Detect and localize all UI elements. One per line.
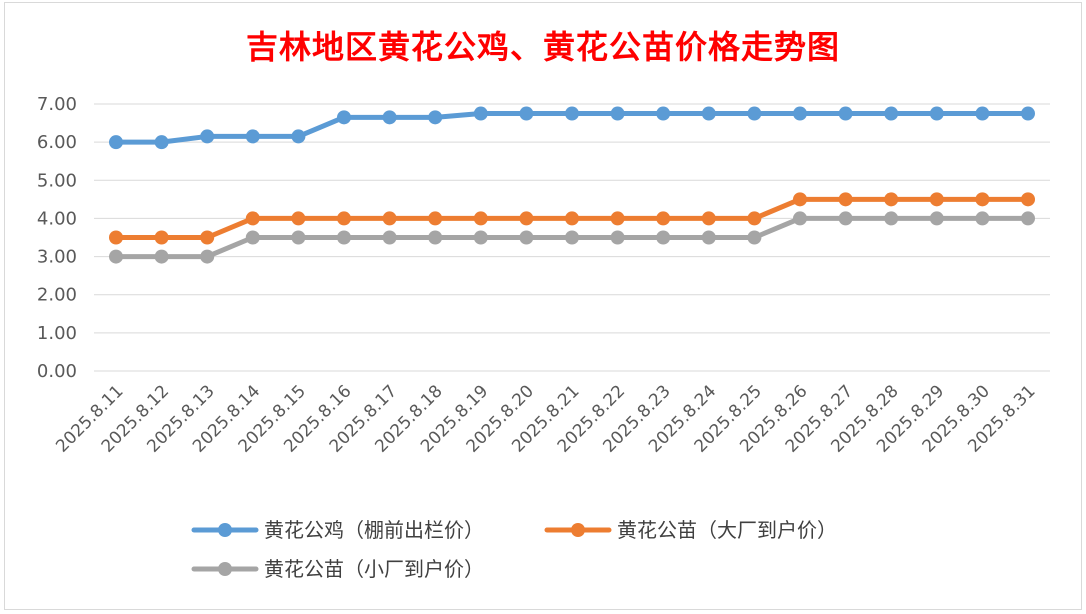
- data-point: [428, 110, 443, 125]
- legend-label: 黄花公鸡（棚前出栏价）: [264, 518, 484, 542]
- data-point: [154, 230, 169, 245]
- legend: 黄花公鸡（棚前出栏价） 黄花公苗（大厂到户价） 黄花公苗（小厂到户价）: [191, 518, 837, 581]
- data-point: [1021, 106, 1035, 121]
- data-point: [245, 230, 260, 245]
- data-point: [473, 106, 488, 121]
- data-point: [565, 230, 579, 245]
- y-tick-label: 0.00: [37, 361, 77, 382]
- series-lines: [109, 106, 1035, 264]
- data-point: [428, 211, 443, 226]
- legend-swatch-marker: [571, 523, 585, 537]
- series-2: [109, 192, 1035, 245]
- data-point: [382, 230, 397, 245]
- data-point: [884, 211, 899, 226]
- data-point: [382, 211, 397, 226]
- data-point: [929, 106, 944, 121]
- data-point: [793, 106, 807, 121]
- data-point: [975, 211, 990, 226]
- data-point: [929, 211, 944, 226]
- data-point: [519, 106, 534, 121]
- data-point: [382, 110, 397, 125]
- chart-frame: [4, 2, 1082, 610]
- data-point: [610, 230, 625, 245]
- data-point: [245, 129, 260, 144]
- data-point: [929, 192, 944, 207]
- data-point: [109, 135, 123, 150]
- data-point: [565, 211, 579, 226]
- data-point: [473, 230, 488, 245]
- y-tick-label: 7.00: [37, 94, 77, 115]
- data-point: [109, 230, 123, 245]
- y-axis-ticks: 0.00 1.00 2.00 3.00 4.00 5.00 6.00 7.00: [37, 94, 77, 382]
- data-point: [291, 211, 306, 226]
- legend-entry: 黄花公苗（小厂到户价）: [191, 557, 484, 581]
- x-axis-ticks: 2025.8.112025.8.122025.8.132025.8.142025…: [52, 381, 1039, 456]
- data-point: [975, 192, 990, 207]
- data-point: [838, 106, 853, 121]
- data-point: [701, 106, 716, 121]
- legend-swatch-marker: [218, 562, 232, 576]
- data-point: [1021, 192, 1035, 207]
- data-point: [519, 230, 534, 245]
- series-3: [109, 211, 1035, 264]
- data-point: [656, 211, 671, 226]
- y-tick-label: 5.00: [37, 170, 77, 191]
- y-tick-label: 4.00: [37, 208, 77, 229]
- data-point: [154, 135, 169, 150]
- legend-swatch-marker: [218, 523, 232, 537]
- data-point: [975, 106, 990, 121]
- data-point: [1021, 211, 1035, 226]
- legend-label: 黄花公苗（小厂到户价）: [264, 557, 484, 581]
- data-point: [109, 249, 123, 264]
- data-point: [701, 230, 716, 245]
- y-tick-label: 3.00: [37, 247, 77, 268]
- legend-entry: 黄花公苗（大厂到户价）: [544, 518, 837, 542]
- data-point: [291, 230, 306, 245]
- data-point: [565, 106, 579, 121]
- data-point: [154, 249, 169, 264]
- data-point: [838, 211, 853, 226]
- data-point: [337, 211, 351, 226]
- data-point: [838, 192, 853, 207]
- data-point: [747, 230, 762, 245]
- data-point: [200, 230, 215, 245]
- data-point: [337, 110, 351, 125]
- data-point: [701, 211, 716, 226]
- y-tick-label: 2.00: [37, 285, 77, 306]
- data-point: [428, 230, 443, 245]
- data-point: [793, 192, 807, 207]
- data-point: [473, 211, 488, 226]
- data-point: [200, 249, 215, 264]
- data-point: [200, 129, 215, 144]
- data-point: [884, 192, 899, 207]
- y-tick-label: 1.00: [37, 323, 77, 344]
- legend-label: 黄花公苗（大厂到户价）: [617, 518, 837, 542]
- data-point: [519, 211, 534, 226]
- data-point: [793, 211, 807, 226]
- data-point: [747, 106, 762, 121]
- data-point: [656, 106, 671, 121]
- legend-entry: 黄花公鸡（棚前出栏价）: [191, 518, 484, 542]
- series-1: [109, 106, 1035, 150]
- data-point: [245, 211, 260, 226]
- data-point: [610, 211, 625, 226]
- y-tick-label: 6.00: [37, 132, 77, 153]
- data-point: [656, 230, 671, 245]
- data-point: [610, 106, 625, 121]
- chart-title: 吉林地区黄花公鸡、黄花公苗价格走势图: [245, 28, 840, 66]
- data-point: [337, 230, 351, 245]
- data-point: [291, 129, 306, 144]
- data-point: [747, 211, 762, 226]
- data-point: [884, 106, 899, 121]
